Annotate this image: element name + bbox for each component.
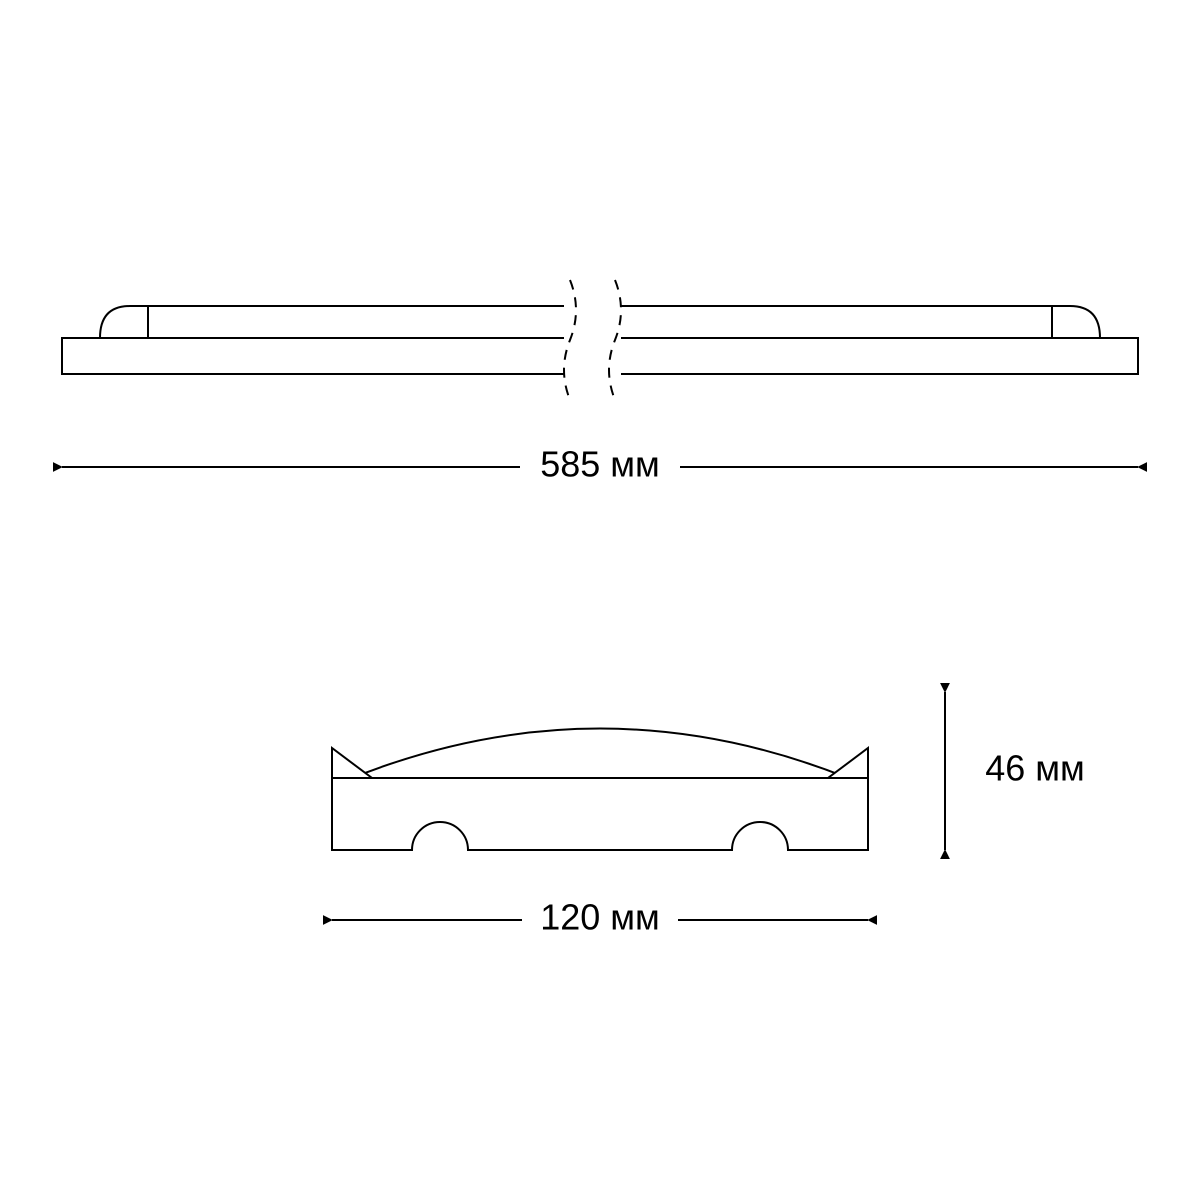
side-elevation <box>62 280 1138 467</box>
base-profile <box>332 778 868 850</box>
dim-height-label: 46 мм <box>985 748 1085 789</box>
cross-section <box>332 692 945 920</box>
dim-width-label: 120 мм <box>540 897 660 938</box>
lens-dome <box>352 729 848 778</box>
dim-length-label: 585 мм <box>540 444 660 485</box>
